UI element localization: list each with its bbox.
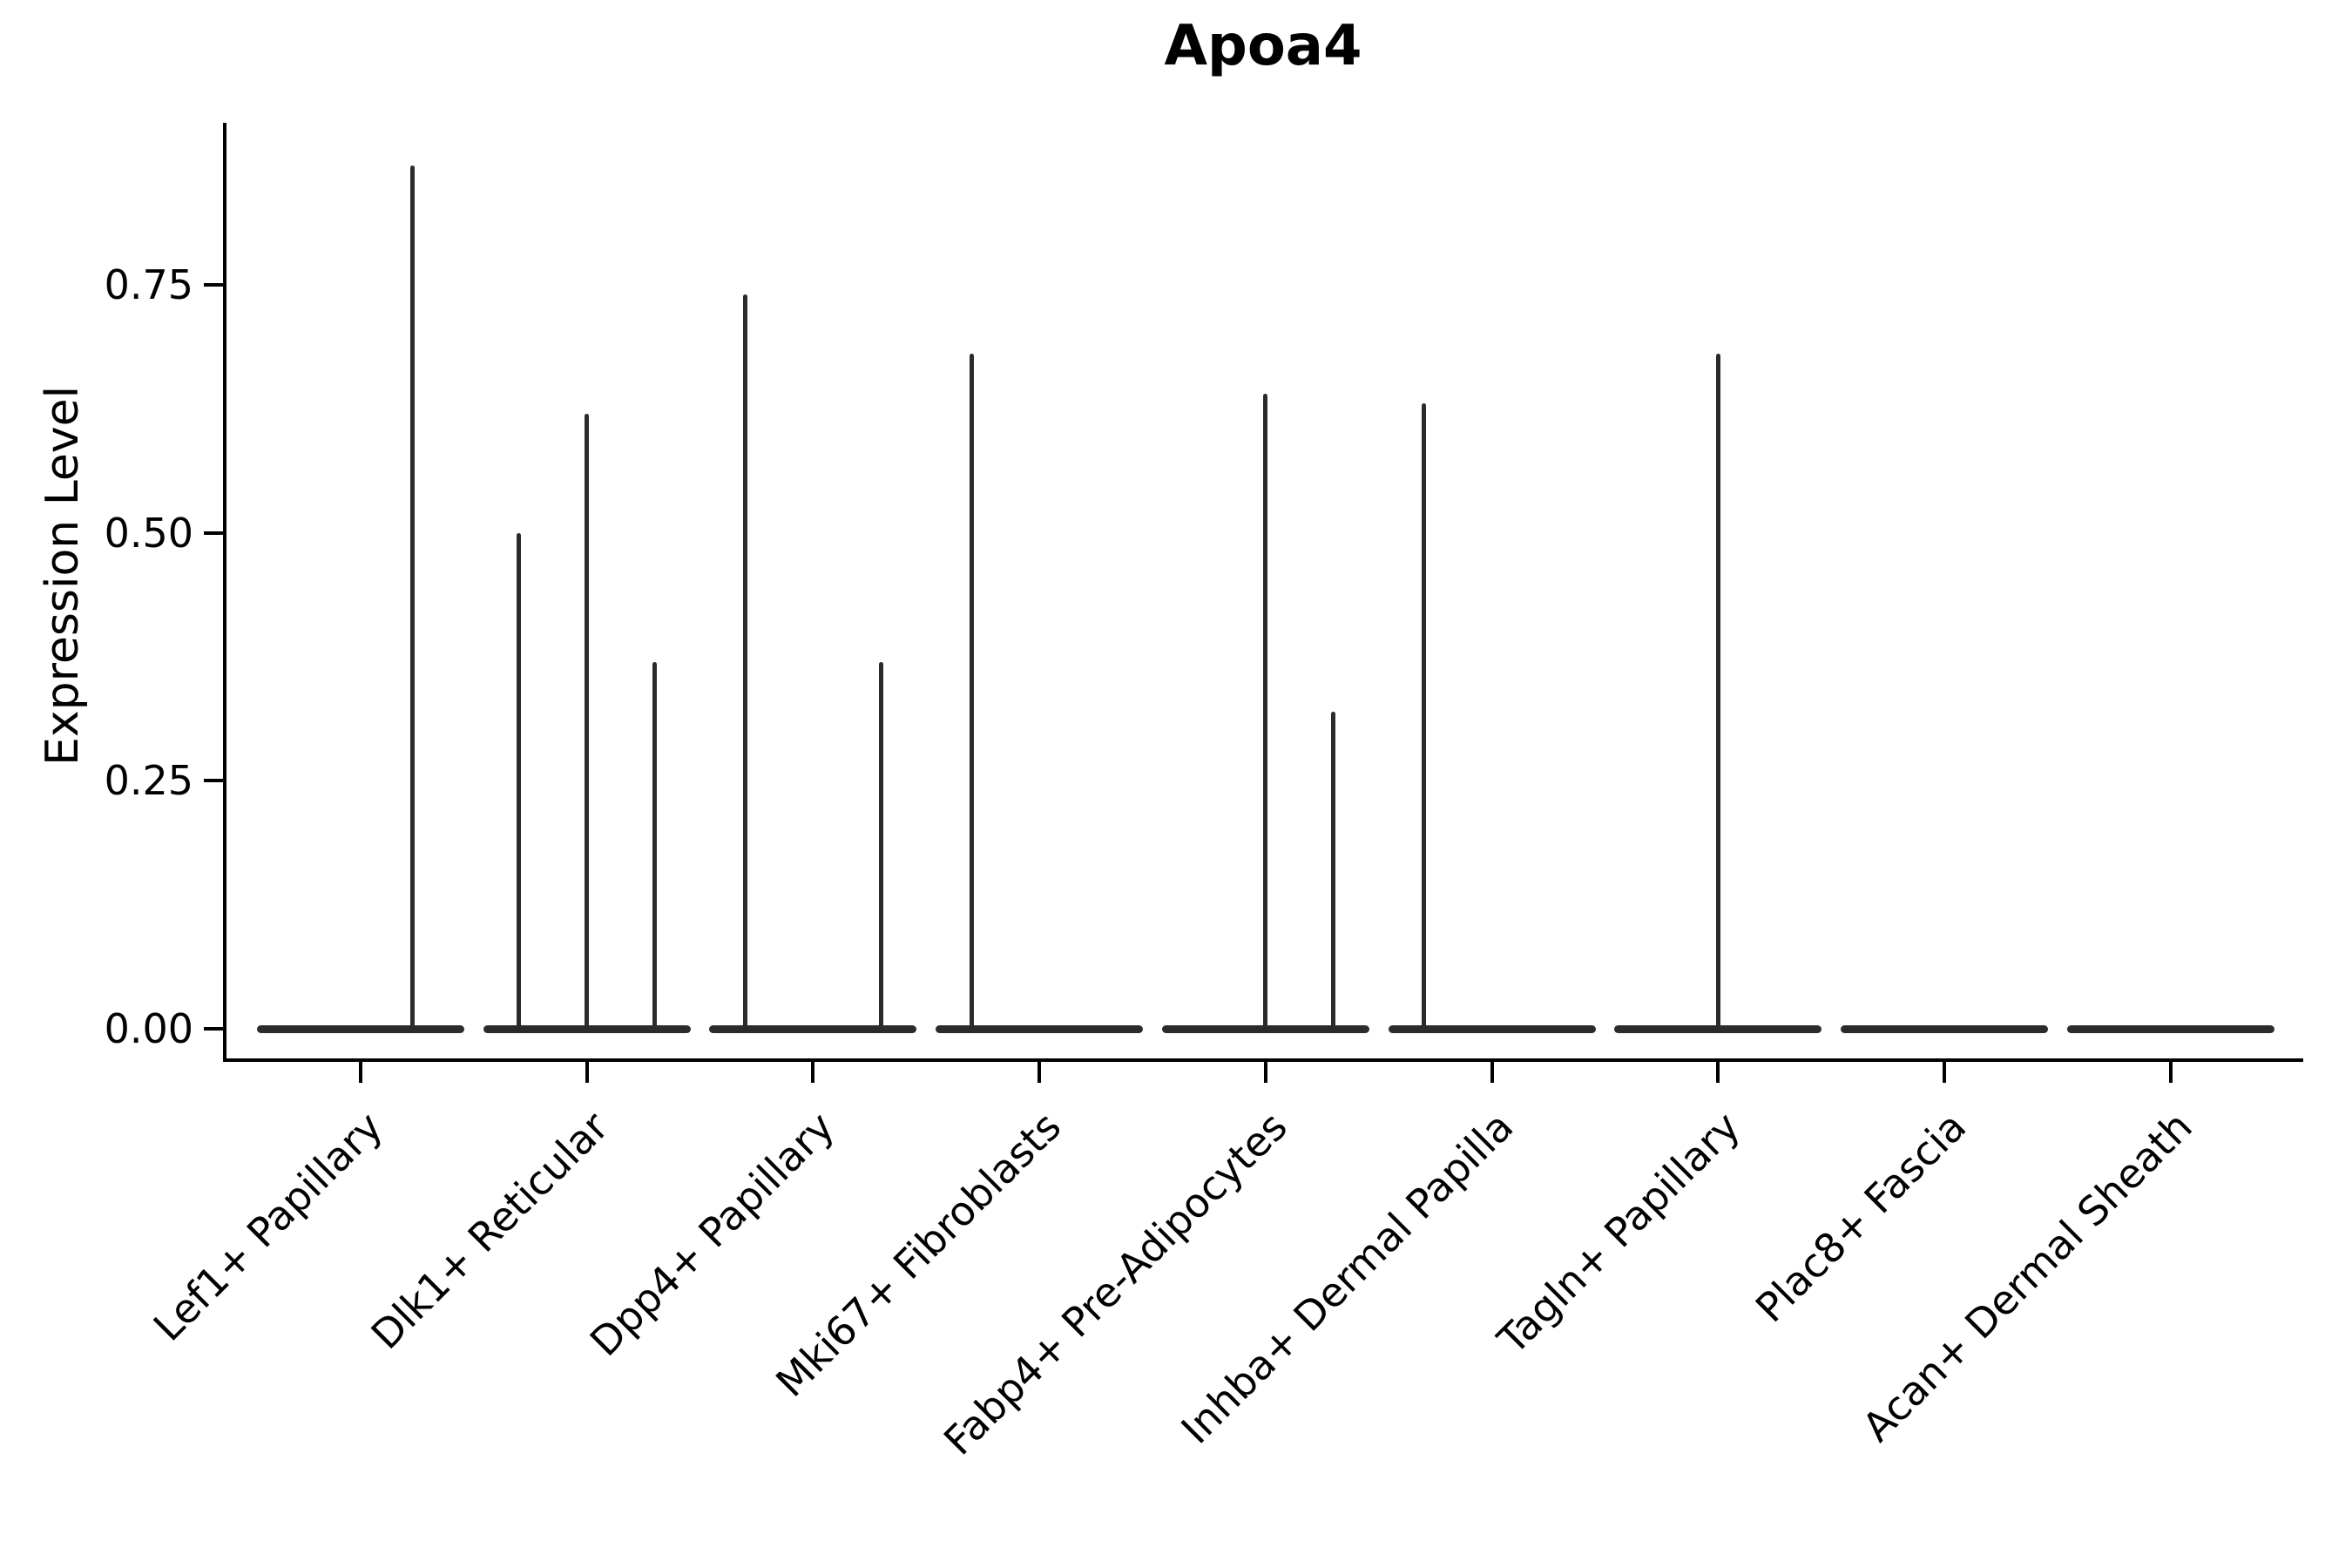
x-tick	[1037, 1062, 1042, 1083]
violin-base	[709, 1024, 917, 1033]
violin-spike	[517, 532, 522, 1031]
y-tick-label: 0.25	[104, 757, 193, 805]
x-tick	[1263, 1062, 1267, 1083]
violin-spike	[1715, 354, 1720, 1031]
violin-base	[1388, 1024, 1596, 1033]
y-tick	[204, 1027, 223, 1031]
plot-title: Apoa4	[1164, 14, 1362, 78]
x-tick	[1490, 1062, 1494, 1083]
x-tick	[1716, 1062, 1720, 1083]
violin-base	[2066, 1024, 2274, 1033]
x-tick-label: Tagln+ Papillary	[1488, 1102, 1749, 1363]
x-tick	[1942, 1062, 1946, 1083]
x-tick	[2168, 1062, 2173, 1083]
x-tick	[585, 1062, 589, 1083]
violin-spike	[652, 661, 658, 1031]
y-axis-line	[223, 123, 226, 1062]
x-tick-label: Dlk1+ Reticular	[362, 1102, 618, 1359]
y-tick	[204, 531, 223, 535]
violin-spike	[969, 354, 974, 1031]
y-tick	[204, 282, 223, 287]
violin-spike	[410, 166, 416, 1031]
violin-spike	[1263, 394, 1268, 1031]
violin-base	[1840, 1024, 2048, 1033]
violin-spike	[878, 661, 883, 1031]
x-tick-label: Plac8+ Fascia	[1746, 1102, 1975, 1332]
y-tick-label: 0.00	[104, 1005, 193, 1052]
y-tick-label: 0.75	[104, 260, 193, 308]
x-tick-label: Lef1+ Papillary	[144, 1102, 392, 1350]
violin-spike	[1331, 711, 1336, 1031]
x-tick	[811, 1062, 815, 1083]
y-tick-label: 0.50	[104, 509, 193, 557]
x-tick-label: Dpp4+ Papillary	[581, 1102, 844, 1366]
violin-base	[936, 1024, 1144, 1033]
violin-spike	[742, 294, 747, 1031]
violin-spike	[1422, 403, 1427, 1031]
y-tick	[204, 779, 223, 783]
x-axis-line	[223, 1058, 2303, 1062]
x-tick	[359, 1062, 362, 1083]
violin-base	[257, 1024, 464, 1033]
violin-spike	[585, 413, 590, 1031]
